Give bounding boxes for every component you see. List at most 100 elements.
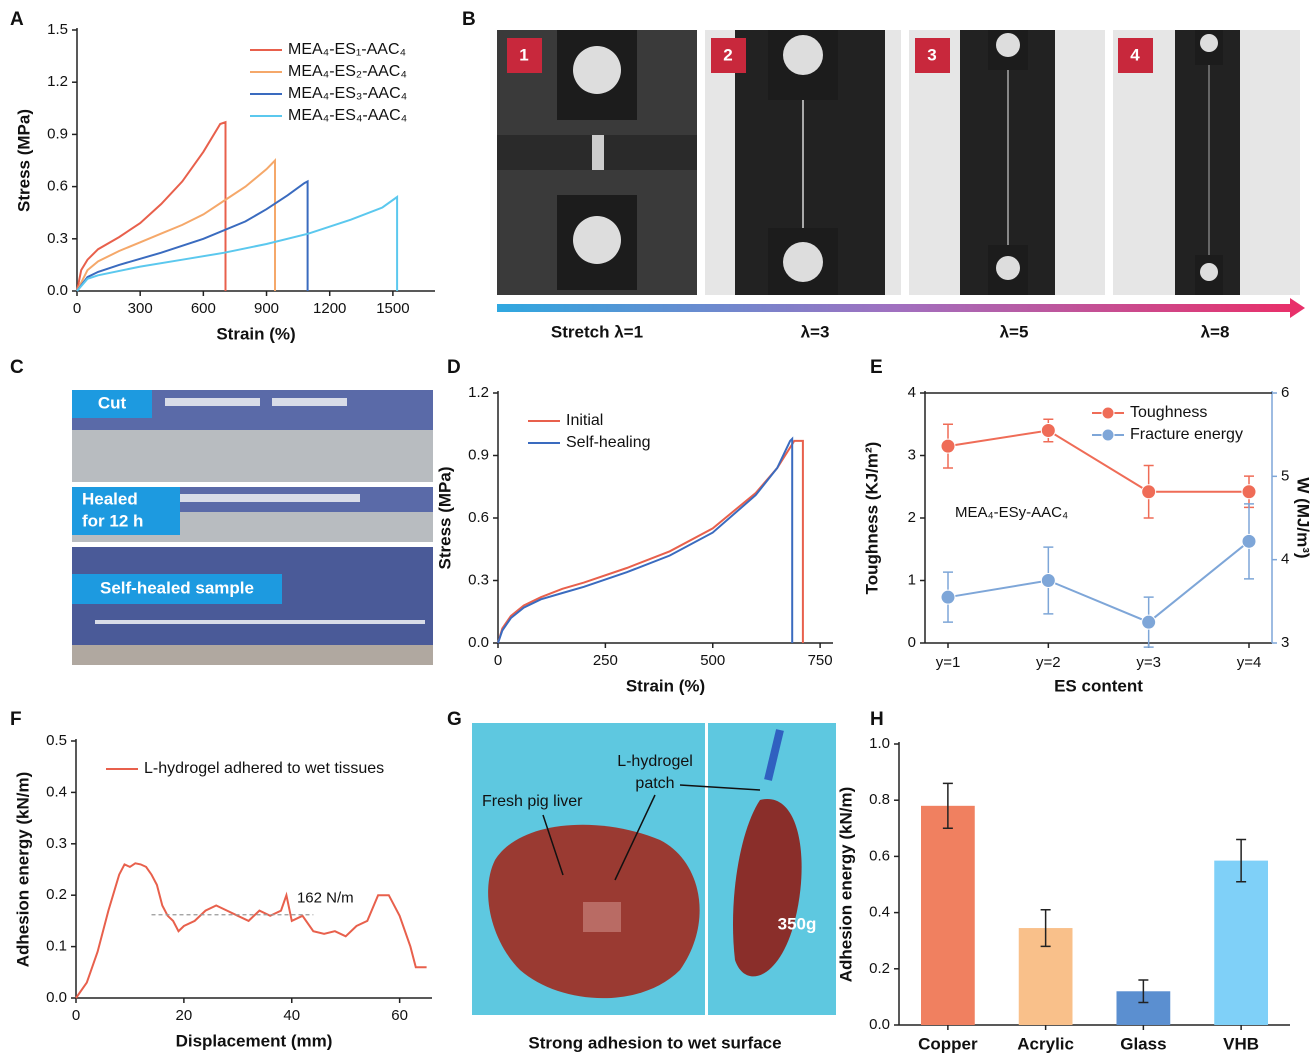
panel-letter: H — [870, 709, 884, 730]
x-tick-label: 1200 — [313, 300, 346, 317]
line — [498, 441, 803, 643]
y2-tick-label: 6 — [1281, 384, 1289, 401]
y-tick-label: 0.2 — [46, 886, 67, 903]
x-tick-label: 900 — [254, 300, 279, 317]
y-tick-label: 1.2 — [47, 73, 68, 90]
marker — [1142, 485, 1156, 499]
marker — [941, 590, 955, 604]
y2-tick-label: 3 — [1281, 634, 1289, 651]
y-tick-label: 0.5 — [46, 732, 67, 749]
x-tick-label: y=2 — [1036, 654, 1061, 671]
marker — [941, 439, 955, 453]
y-tick-label: 0.4 — [46, 783, 67, 800]
photo-label: patch — [635, 775, 674, 792]
x-axis-title: Strain (%) — [216, 324, 295, 343]
stretch-arrow — [497, 304, 1292, 312]
line — [76, 863, 427, 998]
step-label: 4 — [1130, 45, 1140, 64]
photo-label: Self-healed sample — [100, 578, 254, 597]
legend-label: MEA₄-ES₃-AAC₄ — [288, 85, 407, 102]
panel-letter: A — [10, 9, 24, 30]
step-label: 3 — [927, 45, 936, 64]
legend-label: Toughness — [1130, 404, 1207, 421]
legend-marker — [1102, 407, 1114, 419]
legend-label: Fracture energy — [1130, 426, 1243, 443]
panel-letter: E — [870, 357, 883, 378]
x-tick-label: 600 — [191, 300, 216, 317]
y-tick-label: 0.3 — [46, 835, 67, 852]
caption: λ=5 — [1000, 322, 1029, 341]
y2-tick-label: 4 — [1281, 551, 1289, 568]
panel-letter: B — [462, 9, 476, 30]
photo-label: Cut — [98, 393, 127, 412]
y-tick-label: 0.3 — [47, 230, 68, 247]
x-tick-label: 40 — [283, 1007, 300, 1024]
marker — [1242, 485, 1256, 499]
y2-tick-label: 5 — [1281, 467, 1289, 484]
y-tick-label: 0.6 — [47, 178, 68, 195]
legend-label: MEA₄-ES₁-AAC₄ — [288, 41, 406, 58]
caption: Strong adhesion to wet surface — [528, 1033, 781, 1052]
line — [498, 439, 792, 643]
step-label: 2 — [723, 45, 732, 64]
caption: λ=3 — [801, 322, 830, 341]
y-axis-title: Stress (MPa) — [14, 109, 33, 212]
bar — [1214, 861, 1268, 1025]
legend-label: MEA₄-ES₄-AAC₄ — [288, 107, 407, 124]
marker — [1242, 534, 1256, 548]
x-tick-label: y=1 — [936, 654, 961, 671]
y-tick-label: 0.0 — [468, 634, 489, 651]
x-tick-label: 300 — [128, 300, 153, 317]
panel-g: G Fresh pig liver L-hydrogel patch 350g … — [447, 709, 836, 1052]
annotation: MEA₄-ESy-AAC₄ — [955, 504, 1068, 521]
y-tick-label: 0.0 — [47, 282, 68, 299]
y-tick-label: 3 — [908, 446, 916, 463]
panel-letter: F — [10, 709, 22, 730]
y-tick-label: 2 — [908, 509, 916, 526]
y-tick-label: 0.0 — [46, 989, 67, 1006]
marker — [1142, 615, 1156, 629]
y-axis-title: Stress (MPa) — [435, 467, 454, 570]
line — [77, 197, 397, 291]
x-tick-label: 750 — [808, 652, 833, 669]
photo-label: Fresh pig liver — [482, 793, 583, 810]
panel-letter: G — [447, 709, 462, 730]
panel-b: B 1 2 3 4 Stretch λ=1 λ=3 λ=5 λ=8 — [462, 9, 1305, 341]
legend-label: Initial — [566, 412, 603, 429]
x-tick-label: VHB — [1223, 1034, 1259, 1053]
x-axis-title: Strain (%) — [626, 676, 705, 695]
x-tick-label: Glass — [1120, 1034, 1166, 1053]
y-tick-label: 0.8 — [869, 791, 890, 808]
x-tick-label: 250 — [593, 652, 618, 669]
y-tick-label: 0.6 — [468, 509, 489, 526]
marker — [1041, 574, 1055, 588]
x-axis-title: ES content — [1054, 676, 1143, 695]
x-tick-label: Copper — [918, 1034, 978, 1053]
y-tick-label: 0.3 — [468, 571, 489, 588]
y-tick-label: 1.0 — [869, 735, 890, 752]
caption: Stretch λ=1 — [551, 322, 643, 341]
y-tick-label: 0.4 — [869, 904, 890, 921]
x-tick-label: 500 — [700, 652, 725, 669]
x-tick-label: y=4 — [1237, 654, 1262, 671]
photo — [497, 30, 1300, 295]
y-tick-label: 1 — [908, 571, 916, 588]
line — [77, 181, 308, 291]
legend-marker — [1102, 429, 1114, 441]
panel-letter: D — [447, 357, 461, 378]
photo-label: 350g — [778, 914, 817, 933]
stretch-arrow-head — [1290, 298, 1305, 318]
marker — [1041, 424, 1055, 438]
line — [77, 161, 275, 292]
figure: B 1 2 3 4 Stretch λ=1 λ=3 λ=5 λ=8 C Cut … — [0, 0, 1313, 1056]
y2-axis-title: W (MJ/m³) — [1294, 477, 1313, 558]
bar — [921, 806, 975, 1025]
x-tick-label: y=3 — [1136, 654, 1161, 671]
x-tick-label: 20 — [176, 1007, 193, 1024]
panel-c: C Cut Healed for 12 h Self-healed sample — [10, 357, 433, 665]
x-tick-label: Acrylic — [1017, 1034, 1074, 1053]
y-tick-label: 0.2 — [869, 960, 890, 977]
line — [948, 541, 1249, 622]
step-label: 1 — [519, 45, 528, 64]
legend-label: L-hydrogel adhered to wet tissues — [144, 760, 384, 777]
